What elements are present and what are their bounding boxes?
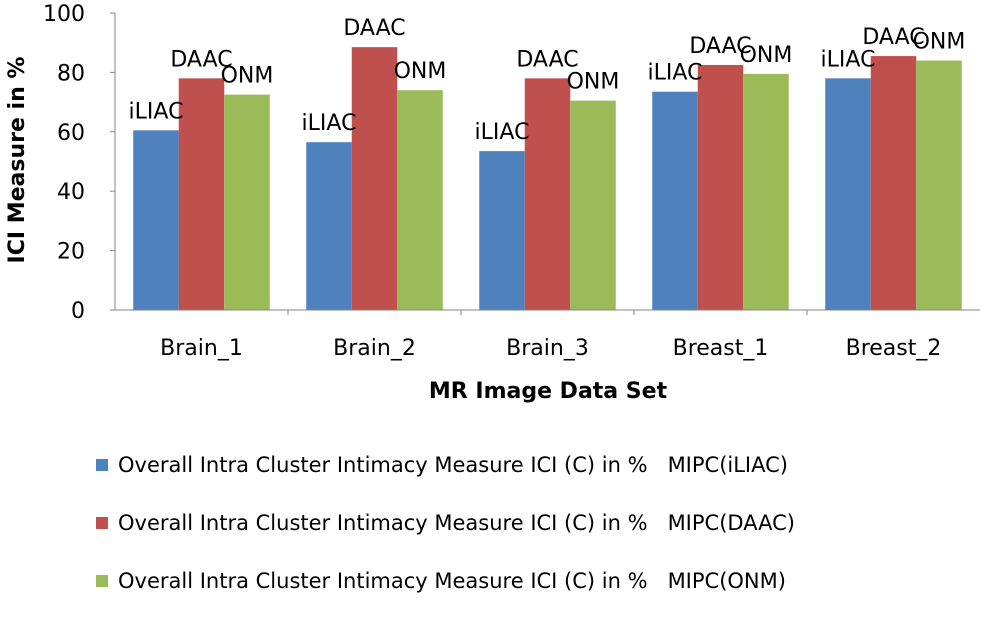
legend-item-iliac: Overall Intra Cluster Intimacy Measure I… [96,452,795,477]
y-axis-ticks: 0 20 40 60 80 100 [43,2,115,324]
x-tick-label: Breast_2 [846,336,942,361]
bar-onm-brain_2 [397,90,443,310]
bar-label-iliac: iLIAC [821,47,876,72]
bar-daac-brain_1 [178,78,225,310]
bar-onm-brain_3 [570,100,616,311]
bar-label-onm: ONM [740,43,793,68]
bar-daac-breast_1 [697,64,744,310]
x-axis-title: MR Image Data Set [429,379,668,404]
legend-swatch [96,516,108,529]
bar-label-daac: DAAC [343,16,405,41]
bar-onm-breast_1 [743,73,789,310]
bar-iliac-brain_3 [479,151,525,310]
legend-swatch [96,574,108,587]
bar-onm-breast_2 [916,60,962,310]
legend-label: Overall Intra Cluster Intimacy Measure I… [118,510,796,535]
y-tick-label: 100 [43,2,85,27]
bars [133,47,962,311]
bar-label-iliac: iLIAC [302,111,357,136]
y-axis-title: ICI Measure in % [5,57,30,264]
bar-iliac-brain_2 [306,142,352,310]
x-axis-ticks: Brain_1 Brain_2 Brain_3 Breast_1 Breast_2 [160,310,941,361]
y-tick-label: 20 [57,240,85,265]
bar-daac-brain_2 [351,47,398,310]
legend-item-onm: Overall Intra Cluster Intimacy Measure I… [96,568,795,593]
bar-onm-brain_1 [224,94,270,310]
bar-label-onm: ONM [221,64,274,89]
legend-item-daac: Overall Intra Cluster Intimacy Measure I… [96,510,795,535]
bar-label-daac: DAAC [516,47,578,72]
legend: Overall Intra Cluster Intimacy Measure I… [96,452,795,626]
bar-label-onm: ONM [567,70,620,95]
bar-daac-breast_2 [870,56,917,310]
bar-iliac-brain_1 [133,130,179,310]
bar-label-daac: DAAC [689,34,751,59]
x-tick-label: Brain_3 [506,336,589,361]
bar-label-iliac: iLIAC [648,61,703,86]
legend-label: Overall Intra Cluster Intimacy Measure I… [118,568,786,593]
y-tick-label: 0 [71,299,85,324]
bar-label-daac: DAAC [862,25,924,50]
bar-daac-brain_3 [524,78,571,310]
legend-swatch [96,458,108,471]
bar-label-iliac: iLIAC [475,120,530,145]
bar-label-iliac: iLIAC [129,99,184,124]
bar-iliac-breast_1 [652,91,698,310]
legend-label: Overall Intra Cluster Intimacy Measure I… [118,452,788,477]
x-tick-label: Brain_2 [333,336,416,361]
bar-label-daac: DAAC [170,47,232,72]
bar-iliac-breast_2 [825,78,871,310]
x-tick-label: Breast_1 [673,336,769,361]
y-tick-label: 80 [57,61,85,86]
y-tick-label: 60 [57,121,85,146]
y-tick-label: 40 [57,180,85,205]
bar-label-onm: ONM [913,30,966,55]
x-tick-label: Brain_1 [160,336,243,361]
bar-label-onm: ONM [394,59,447,84]
